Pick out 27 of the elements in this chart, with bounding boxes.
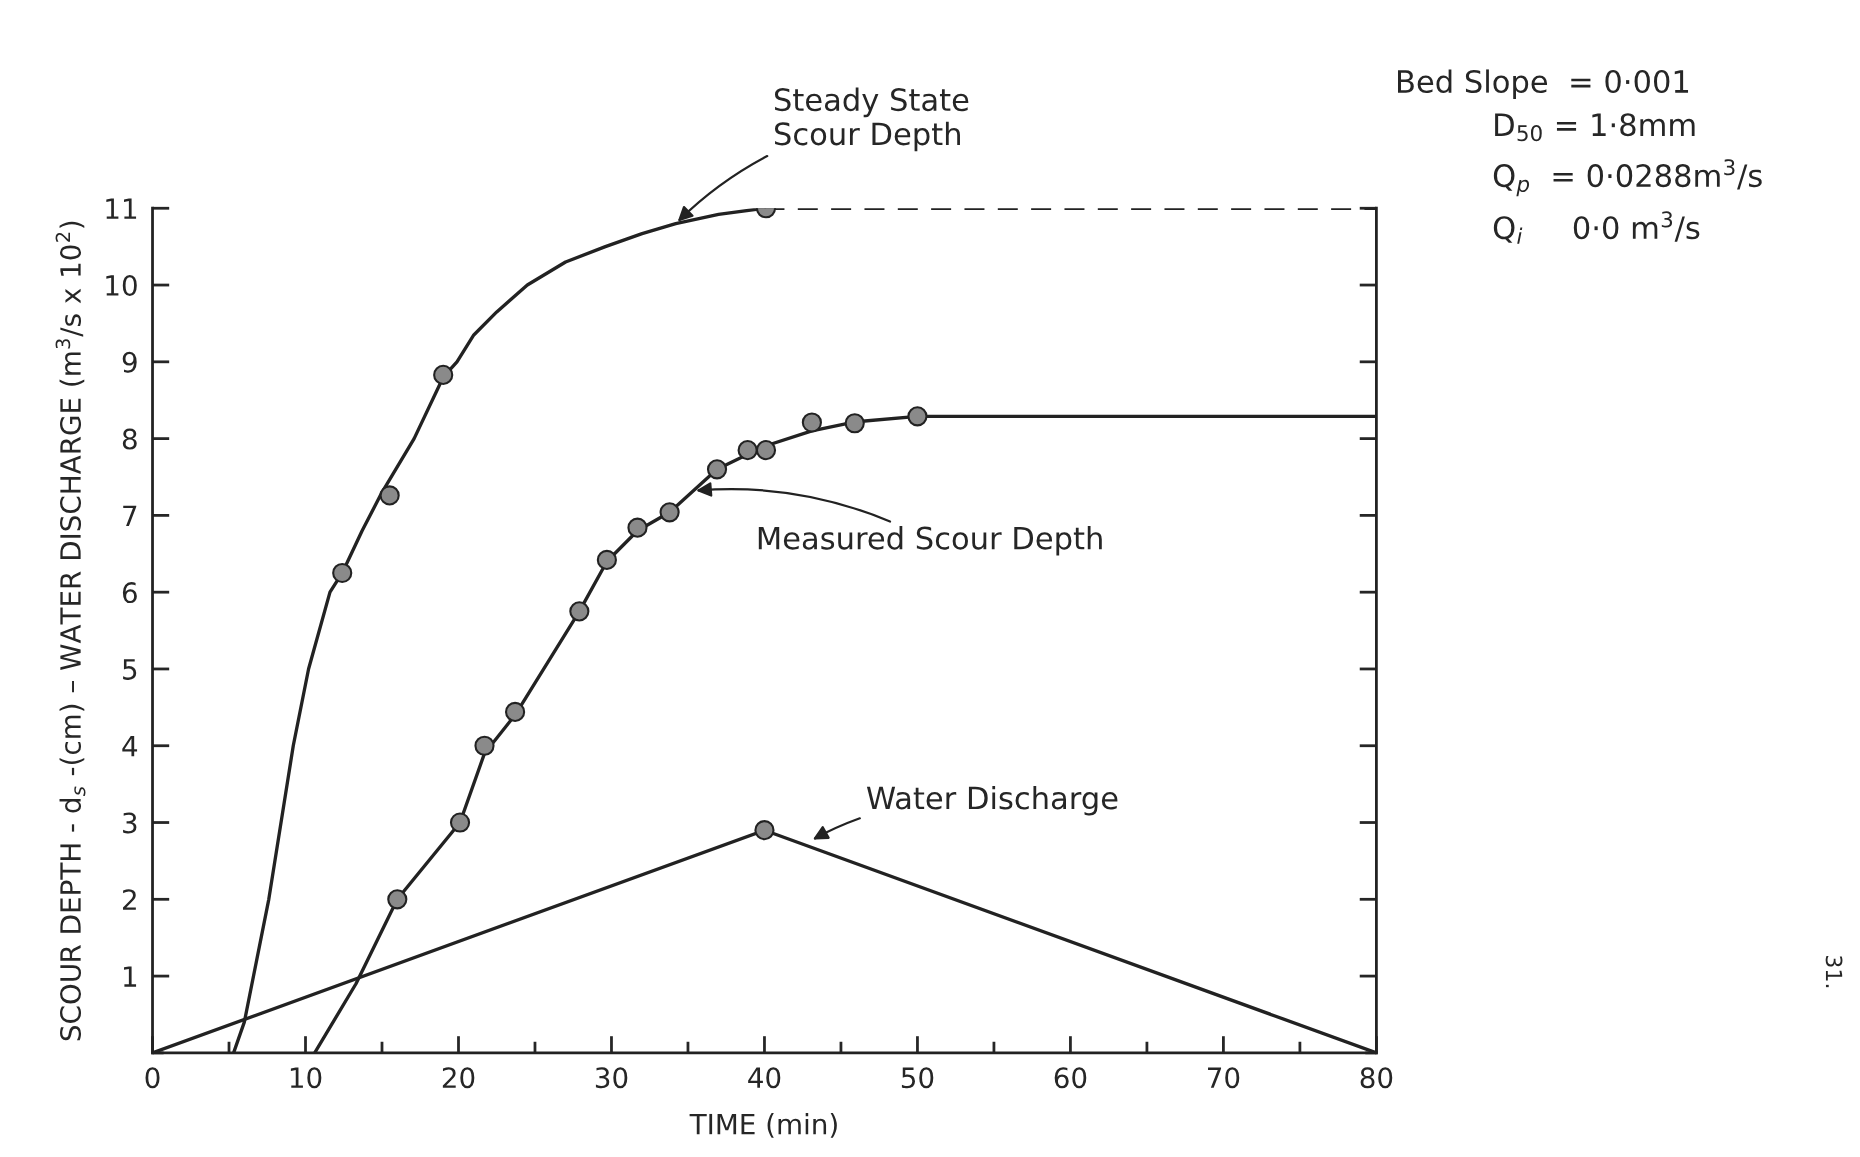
- x-tick-label: 70: [1208, 1067, 1240, 1089]
- y-tick-label: 9: [122, 351, 137, 373]
- y-tick-label: 10: [106, 274, 137, 296]
- annotation: Steady State Scour Depth: [774, 87, 969, 152]
- text: 31.: [1825, 955, 1843, 988]
- x-axis-title: TIME (min): [689, 1113, 837, 1138]
- annotation: Water Discharge: [866, 785, 1118, 816]
- y-tick-label: 11: [106, 198, 137, 219]
- x-tick-label: 30: [595, 1067, 628, 1089]
- y-tick-label: 6: [122, 582, 137, 604]
- x-tick-label: 50: [901, 1067, 934, 1089]
- x-tick-label: 60: [1054, 1067, 1087, 1089]
- x-tick-label: 0: [145, 1067, 160, 1089]
- y-tick-label: 8: [122, 428, 137, 450]
- y-tick-label: 3: [123, 812, 137, 834]
- text: Bed Slope = 0·001 D$_{50}$ = 1·8mm Q$_{p}$ = 0·0288m$^{3}$/s Q$_{i}$ 0·0 m$^{3}$/s: [1398, 69, 1762, 244]
- y-tick-label: 2: [122, 889, 136, 910]
- x-tick-label: 40: [748, 1067, 781, 1089]
- y-tick-label: 1: [124, 966, 137, 987]
- x-tick-label: 80: [1360, 1067, 1393, 1089]
- annotation: Measured Scour Depth: [758, 526, 1102, 556]
- x-tick-label: 20: [442, 1067, 475, 1089]
- x-tick-label: 10: [290, 1067, 322, 1089]
- y-axis-title: SCOUR DEPTH - d$_{s}$ -(cm) – WATER DISCHARGE (m$^{3}$/s x 10$^{2}$): [55, 221, 86, 1041]
- y-tick-label: 5: [123, 659, 137, 680]
- y-tick-label: 4: [122, 736, 138, 757]
- y-tick-label: 7: [123, 505, 137, 526]
